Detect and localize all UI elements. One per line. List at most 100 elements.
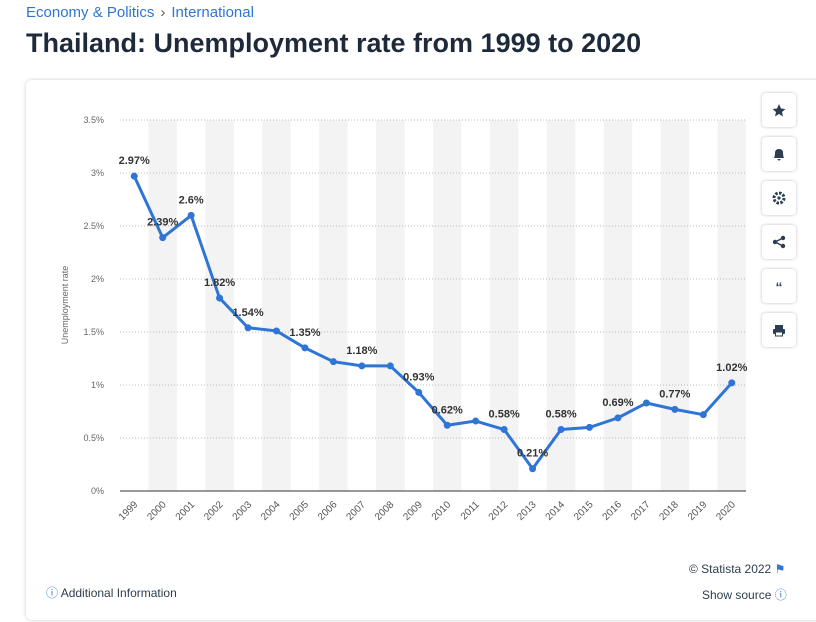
y-tick-label: 1.5%	[83, 327, 104, 337]
y-tick-label: 3.5%	[83, 115, 104, 125]
band	[319, 120, 348, 491]
additional-info-text: Additional Information	[60, 586, 177, 600]
x-tick-label: 2011	[459, 499, 482, 522]
marker	[386, 362, 394, 370]
favorite-button[interactable]	[762, 93, 796, 127]
x-tick-label: 2007	[344, 499, 368, 523]
marker	[472, 417, 480, 425]
y-tick-label: 0%	[91, 486, 104, 496]
data-label: 1.54%	[232, 307, 263, 319]
data-label: 0.58%	[489, 409, 520, 421]
data-label: 0.58%	[545, 409, 576, 421]
show-source-text: Show source	[702, 588, 772, 602]
x-tick-label: 2015	[572, 499, 596, 523]
x-tick-label: 2005	[288, 499, 312, 523]
cite-button[interactable]: “	[762, 269, 796, 303]
data-label: 2.97%	[119, 155, 150, 167]
copyright-text: © Statista 2022	[689, 562, 772, 576]
band	[717, 120, 746, 491]
marker	[187, 211, 195, 219]
marker	[244, 324, 252, 332]
y-tick-label: 0.5%	[83, 433, 104, 443]
x-tick-label: 2009	[401, 499, 425, 523]
y-tick-label: 3%	[91, 168, 104, 178]
x-tick-label: 2018	[657, 499, 681, 523]
x-tick-label: 2016	[601, 499, 625, 523]
x-tick-label: 2003	[231, 499, 255, 523]
marker	[529, 465, 537, 473]
x-tick-label: 2010	[430, 499, 454, 523]
svg-text:“: “	[776, 279, 783, 295]
separator: ›	[160, 4, 166, 21]
share-button[interactable]	[762, 225, 796, 259]
x-tick-label: 2004	[259, 499, 283, 523]
band	[546, 120, 576, 491]
data-label: 0.93%	[403, 371, 434, 383]
marker	[130, 172, 138, 180]
band	[603, 120, 633, 491]
data-label: 0.77%	[659, 388, 690, 400]
band	[262, 120, 291, 491]
x-tick-label: 2002	[202, 499, 226, 523]
data-label: 1.82%	[204, 277, 235, 289]
data-label: 2.6%	[179, 194, 204, 206]
marker	[642, 399, 650, 407]
data-label: 0.69%	[602, 397, 633, 409]
marker	[699, 411, 707, 419]
show-source[interactable]: Show source ⓘ	[702, 586, 787, 603]
marker	[358, 362, 366, 370]
data-label: 1.18%	[346, 345, 377, 357]
settings-button[interactable]	[762, 181, 796, 215]
icon	[772, 191, 786, 205]
marker	[557, 426, 565, 434]
icon: “	[776, 279, 783, 295]
x-tick-label: 2019	[686, 499, 710, 523]
band	[433, 120, 462, 491]
y-tick-label: 1%	[91, 380, 104, 390]
y-tick-label: 2%	[91, 274, 104, 284]
band	[489, 120, 519, 491]
marker	[301, 344, 309, 352]
icon	[772, 235, 786, 249]
x-tick-label: 2017	[629, 499, 653, 523]
marker	[500, 426, 508, 434]
marker	[586, 423, 593, 431]
breadcrumb[interactable]: International	[171, 4, 254, 21]
copyright[interactable]: © Statista 2022 ⚑	[689, 562, 785, 576]
x-tick-label: 2020	[714, 499, 738, 523]
x-tick-label: 1999	[117, 499, 141, 523]
line	[132, 175, 733, 471]
y-tick-label: 2.5%	[83, 221, 104, 231]
icon	[772, 104, 786, 117]
breadcrumbs: Economy & Politics › International	[26, 4, 254, 21]
marker	[728, 379, 736, 387]
chart-title: Thailand: Unemployment rate from 1999 to…	[26, 28, 642, 58]
info-icon: ⓘ	[46, 586, 59, 600]
x-tick-label: 2006	[316, 499, 340, 523]
band	[376, 120, 405, 491]
marker	[443, 421, 451, 429]
x-tick-label: 2000	[145, 499, 169, 523]
additional-info[interactable]: ⓘ Additional Information	[46, 584, 177, 601]
info-icon: ⓘ	[774, 588, 787, 602]
data-label: 1.35%	[289, 327, 320, 339]
x-tick-label: 2008	[373, 499, 397, 523]
data-label: 0.21%	[517, 448, 548, 460]
data-label: 0.62%	[432, 404, 463, 416]
marker	[329, 358, 337, 366]
data-label: 1.02%	[716, 362, 747, 374]
marker	[415, 388, 423, 396]
flag-icon: ⚑	[774, 562, 786, 576]
notify-button[interactable]	[762, 137, 796, 171]
print-button[interactable]	[762, 313, 796, 347]
x-tick-label: 2013	[515, 499, 539, 523]
data-label: 2.39%	[147, 217, 178, 229]
band	[660, 120, 690, 491]
y-axis-label: Unemployment rate	[60, 266, 70, 345]
breadcrumb[interactable]: Economy & Politics	[26, 4, 155, 21]
x-tick-label: 2001	[174, 499, 198, 523]
marker	[216, 294, 224, 302]
marker	[614, 414, 622, 422]
